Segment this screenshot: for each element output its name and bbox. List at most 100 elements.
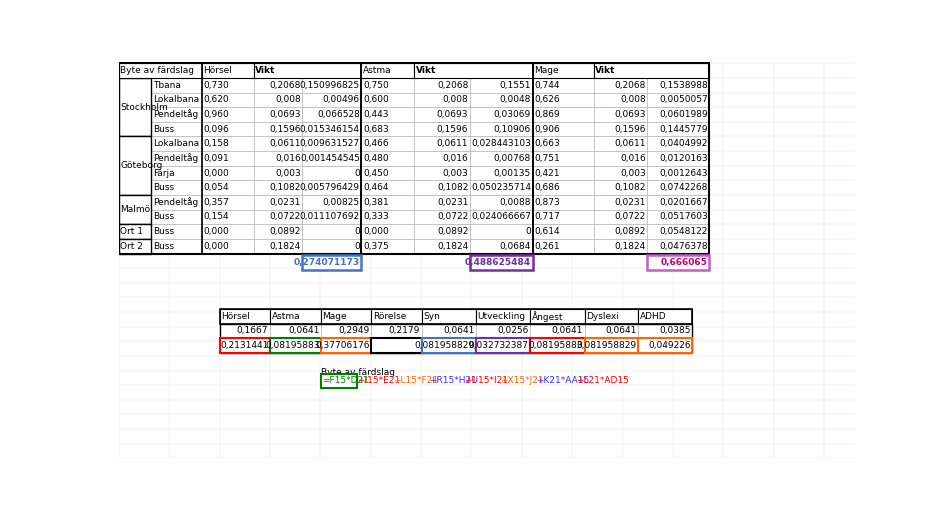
Text: 0,0722: 0,0722 — [437, 213, 468, 221]
Bar — [361, 210, 414, 224]
Text: 0,663: 0,663 — [534, 139, 560, 148]
Text: 0,1596: 0,1596 — [437, 125, 468, 134]
Text: 0,873: 0,873 — [534, 198, 560, 207]
Text: +K21*AA15: +K21*AA15 — [536, 376, 589, 385]
Bar — [422, 323, 476, 338]
Bar — [302, 166, 361, 180]
Bar — [530, 338, 584, 353]
Text: 0,620: 0,620 — [203, 95, 229, 105]
Bar — [361, 136, 414, 151]
Bar — [254, 63, 361, 78]
Text: 0,744: 0,744 — [534, 81, 560, 90]
Bar — [533, 107, 594, 122]
Bar — [151, 136, 201, 151]
Text: 0,480: 0,480 — [363, 154, 389, 163]
Bar — [584, 309, 638, 323]
Bar — [470, 78, 533, 93]
Text: 0,081958829: 0,081958829 — [414, 341, 474, 350]
Text: 0,0050057: 0,0050057 — [659, 95, 708, 105]
Bar — [201, 195, 254, 210]
Text: Färja: Färja — [153, 168, 175, 178]
Text: 0,0201667: 0,0201667 — [659, 198, 708, 207]
Text: Hörsel: Hörsel — [221, 312, 250, 321]
Bar — [647, 166, 710, 180]
Text: 0,0693: 0,0693 — [437, 110, 468, 119]
Bar — [594, 78, 647, 93]
Text: 0,0693: 0,0693 — [615, 110, 646, 119]
Text: 0,016: 0,016 — [276, 154, 301, 163]
Text: +X15*J21: +X15*J21 — [500, 376, 543, 385]
Text: +R15*H21: +R15*H21 — [428, 376, 477, 385]
Bar — [533, 78, 594, 93]
Bar — [361, 122, 414, 136]
Text: 0,003: 0,003 — [620, 168, 646, 178]
Bar — [219, 309, 270, 323]
Text: 0,0684: 0,0684 — [500, 242, 531, 251]
Text: 0,0231: 0,0231 — [270, 198, 301, 207]
Bar — [201, 136, 254, 151]
Text: 0,0722: 0,0722 — [270, 213, 301, 221]
Text: 0,008: 0,008 — [443, 95, 468, 105]
Text: 0,1538988: 0,1538988 — [659, 81, 708, 90]
Bar — [302, 239, 361, 253]
Text: 0,333: 0,333 — [363, 213, 389, 221]
Text: 0,050235714: 0,050235714 — [471, 183, 531, 192]
Text: 0,0892: 0,0892 — [437, 227, 468, 236]
Bar — [361, 166, 414, 180]
Text: 0,600: 0,600 — [363, 95, 389, 105]
Text: 0,0048: 0,0048 — [500, 95, 531, 105]
Text: 0,2068: 0,2068 — [615, 81, 646, 90]
Bar — [470, 93, 533, 107]
Text: 0,0641: 0,0641 — [443, 327, 474, 335]
Bar — [414, 210, 470, 224]
Text: 0,0601989: 0,0601989 — [659, 110, 708, 119]
Text: 0,009631527: 0,009631527 — [299, 139, 360, 148]
Text: Tbana: Tbana — [153, 81, 180, 90]
Text: +L21*AD15: +L21*AD15 — [576, 376, 629, 385]
Text: 0,00496: 0,00496 — [323, 95, 360, 105]
Text: 0,686: 0,686 — [534, 183, 560, 192]
Text: 0,0641: 0,0641 — [552, 327, 583, 335]
Text: 0,00825: 0,00825 — [323, 198, 360, 207]
Text: Stockholm: Stockholm — [121, 102, 168, 112]
Bar — [638, 323, 693, 338]
Bar — [414, 122, 470, 136]
Bar — [533, 63, 594, 78]
Text: 0: 0 — [354, 242, 360, 251]
Bar — [533, 195, 594, 210]
Bar — [361, 151, 414, 166]
Text: 0,0120163: 0,0120163 — [659, 154, 708, 163]
Bar — [594, 224, 647, 239]
Bar — [361, 63, 533, 253]
Bar — [119, 224, 151, 239]
Text: 0,0404992: 0,0404992 — [659, 139, 708, 148]
Bar — [594, 107, 647, 122]
Bar — [470, 255, 533, 270]
Bar — [414, 63, 533, 78]
Text: 0,0641: 0,0641 — [288, 327, 319, 335]
Text: 0,1596: 0,1596 — [615, 125, 646, 134]
Text: Astma: Astma — [363, 66, 391, 75]
Bar — [302, 224, 361, 239]
Bar — [594, 210, 647, 224]
Text: 0,028443103: 0,028443103 — [471, 139, 531, 148]
Bar — [254, 195, 302, 210]
Text: 0,443: 0,443 — [363, 110, 389, 119]
Bar — [151, 151, 201, 166]
Bar — [302, 93, 361, 107]
Text: Ort 1: Ort 1 — [121, 227, 143, 236]
Bar — [584, 338, 638, 353]
Bar — [302, 255, 361, 270]
Bar — [371, 309, 422, 323]
Bar — [647, 239, 710, 253]
Bar — [533, 93, 594, 107]
Text: Lokalbana: Lokalbana — [153, 139, 199, 148]
Bar — [647, 136, 710, 151]
Text: 0,488625484: 0,488625484 — [465, 258, 531, 267]
Text: 0,1551: 0,1551 — [500, 81, 531, 90]
Text: 0,049226: 0,049226 — [648, 341, 691, 350]
Text: 0,0611: 0,0611 — [270, 139, 301, 148]
Text: 0,1082: 0,1082 — [615, 183, 646, 192]
Bar — [594, 239, 647, 253]
Text: 0,03069: 0,03069 — [494, 110, 531, 119]
